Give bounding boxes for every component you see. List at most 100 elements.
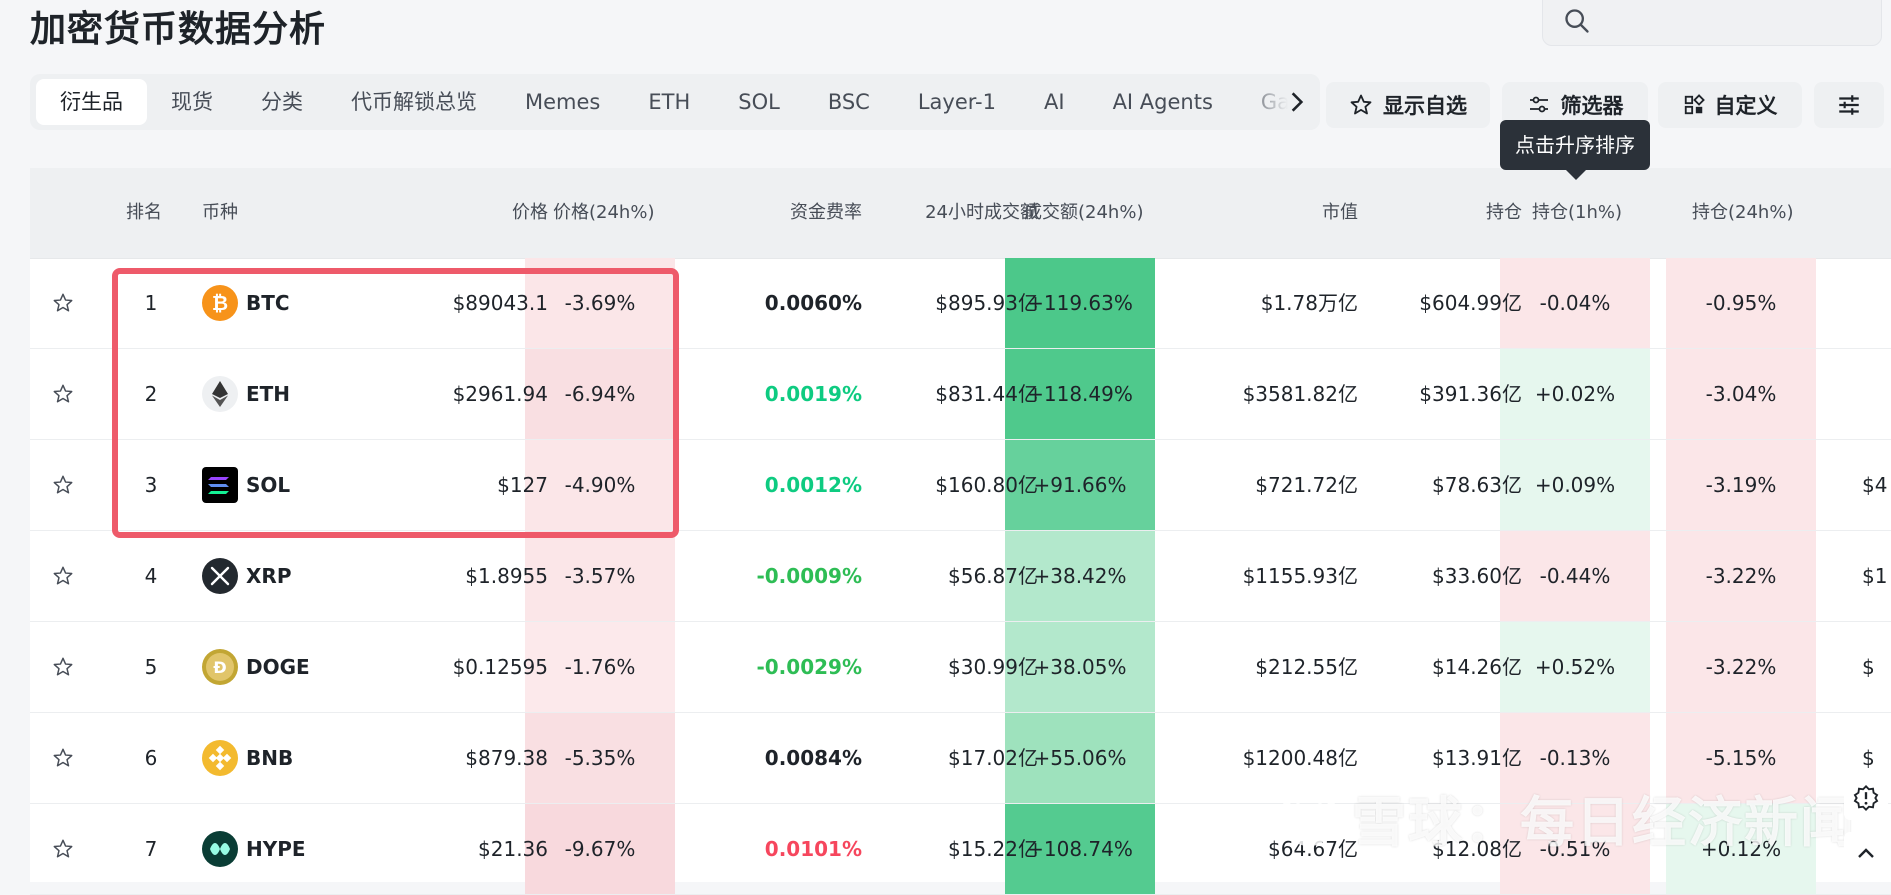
column-coin[interactable]: 币种: [202, 202, 238, 223]
coin-symbol[interactable]: XRP: [246, 564, 292, 588]
price-24h-cell: -5.35%: [564, 746, 636, 770]
table-row[interactable]: 5 Ð DOGE $0.12595 -1.76% -0.0029% $30.99亿 +38.0…: [30, 622, 1891, 713]
star-icon[interactable]: [52, 565, 74, 587]
filter-label: 筛选器: [1560, 94, 1624, 118]
star-icon[interactable]: [52, 747, 74, 769]
oi-1h-cell: -0.13%: [1539, 746, 1611, 770]
tab-2[interactable]: 现货: [171, 90, 213, 114]
price-cell: $879.38: [465, 746, 548, 770]
extra-cell: $: [1862, 655, 1875, 679]
oi-1h-bg: [1500, 440, 1650, 530]
volume-change-bg: [1005, 531, 1155, 621]
table-row[interactable]: 2 ETH $2961.94 -6.94% 0.0019% $831.44亿 +118.49…: [30, 349, 1891, 440]
star-icon: [1350, 94, 1372, 115]
price-24h-bg: [525, 440, 675, 530]
oi-24h-bg: [1666, 713, 1816, 803]
tab-9[interactable]: Layer-1: [917, 90, 996, 114]
star-icon[interactable]: [52, 838, 74, 860]
star-icon[interactable]: [52, 383, 74, 405]
oi-24h-bg: [1666, 622, 1816, 712]
sliders-icon: [1839, 95, 1859, 115]
table-header: 排名 币种 价格 价格(24h%) 资金费率 24小时成交额 成交额(24h%)…: [30, 168, 1891, 259]
price-24h-cell: -1.76%: [564, 655, 636, 679]
search-input[interactable]: [1542, 0, 1882, 46]
volume-cell: $160.80亿: [935, 473, 1038, 497]
column-oi-1h[interactable]: 持仓(1h%): [1532, 202, 1623, 223]
settings-button[interactable]: [1814, 82, 1884, 128]
coin-symbol[interactable]: SOL: [246, 473, 291, 497]
open-interest-cell: $33.60亿: [1432, 564, 1522, 588]
coin-symbol[interactable]: BNB: [246, 746, 294, 770]
oi-1h-bg: [1500, 531, 1650, 621]
price-24h-cell: -3.57%: [564, 564, 636, 588]
watermark-text: 雪球：每日经济新闻: [1352, 790, 1856, 854]
chevron-up-icon: [1858, 848, 1874, 858]
chevron-right-icon[interactable]: [1284, 88, 1310, 116]
oi-24h-bg: [1666, 440, 1816, 530]
price-cell: $2961.94: [452, 382, 548, 406]
column-oi-24h[interactable]: 持仓(24h%): [1692, 202, 1794, 223]
column-volume-change[interactable]: 成交额(24h%): [1024, 202, 1144, 223]
customize-button[interactable]: 自定义: [1658, 82, 1802, 128]
tab-1[interactable]: 衍生品: [36, 79, 147, 125]
category-tabs: 衍生品 现货 分类 代币解锁总览 Memes ETH SOL BSC Layer-1 AI AI A…: [30, 74, 1320, 130]
tab-7[interactable]: SOL: [738, 90, 780, 114]
rank-cell: 7: [144, 837, 158, 861]
tab-5[interactable]: Memes: [525, 90, 601, 114]
table-row[interactable]: 4 XRP $1.8955 -3.57% -0.0009% $56.87亿 +38.42% $…: [30, 531, 1891, 622]
open-interest-cell: $14.26亿: [1432, 655, 1522, 679]
volume-change-cell: +119.63%: [1027, 291, 1133, 315]
oi-24h-bg: [1666, 531, 1816, 621]
oi-24h-cell: -5.15%: [1705, 746, 1777, 770]
star-icon[interactable]: [52, 292, 74, 314]
tab-10[interactable]: AI: [1044, 90, 1065, 114]
oi-1h-cell: +0.52%: [1534, 655, 1616, 679]
column-price[interactable]: 价格: [512, 202, 548, 223]
funding-rate-cell: 0.0101%: [764, 837, 862, 861]
coin-symbol[interactable]: BTC: [246, 291, 290, 315]
tab-4[interactable]: 代币解锁总览: [351, 90, 477, 114]
coin-symbol[interactable]: DOGE: [246, 655, 310, 679]
volume-change-cell: +38.42%: [1033, 564, 1127, 588]
volume-change-bg: [1005, 258, 1155, 348]
volume-cell: $895.93亿: [935, 291, 1038, 315]
column-price-24h[interactable]: 价格(24h%): [553, 202, 655, 223]
market-cap-cell: $1155.93亿: [1242, 564, 1358, 588]
table-row[interactable]: 7 HYPE $21.36 -9.67% 0.0101% $15.22亿 +108.74% $…: [30, 804, 1891, 895]
watchlist-button[interactable]: 显示自选: [1326, 82, 1490, 128]
oi-1h-bg: [1500, 349, 1650, 439]
xrp-coin-icon: [202, 558, 238, 594]
price-24h-cell: -4.90%: [564, 473, 636, 497]
star-icon[interactable]: [52, 474, 74, 496]
table-row[interactable]: 6 BNB $879.38 -5.35% 0.0084% $17.02亿 +55.06% $1…: [30, 713, 1891, 804]
watermark: 雪球：每日经济新闻: [1278, 782, 1856, 854]
oi-24h-bg: [1666, 258, 1816, 348]
funding-rate-cell: 0.0019%: [764, 382, 862, 406]
extra-cell: [1862, 349, 1891, 439]
volume-change-bg: [1005, 713, 1155, 803]
grid-icon: [1684, 94, 1705, 115]
column-market-cap[interactable]: 市值: [1322, 202, 1358, 223]
open-interest-cell: $13.91亿: [1432, 746, 1522, 770]
tab-8[interactable]: BSC: [827, 90, 870, 114]
column-open-interest[interactable]: 持仓: [1486, 202, 1522, 223]
tab-11[interactable]: AI Agents: [1112, 90, 1213, 114]
filter-icon: [1529, 96, 1548, 113]
table-row[interactable]: 3 SOL $127 -4.90% 0.0012% $160.80亿 +91.66% $721…: [30, 440, 1891, 531]
volume-cell: $56.87亿: [948, 564, 1038, 588]
tab-3[interactable]: 分类: [261, 90, 303, 114]
price-24h-cell: -9.67%: [564, 837, 636, 861]
price-24h-bg: [525, 622, 675, 712]
scroll-top-button[interactable]: [1844, 832, 1888, 876]
column-rank[interactable]: 排名: [126, 202, 162, 223]
oi-1h-bg: [1500, 258, 1650, 348]
column-volume-24h[interactable]: 24小时成交额: [925, 202, 1038, 223]
table-row[interactable]: 1 ₿ BTC $89043.1 -3.69% 0.0060% $895.93亿 +119.6…: [30, 258, 1891, 349]
tab-6[interactable]: ETH: [648, 90, 691, 114]
star-icon[interactable]: [52, 656, 74, 678]
alert-button[interactable]: [1844, 776, 1888, 820]
coin-symbol[interactable]: HYPE: [246, 837, 306, 861]
column-funding-rate[interactable]: 资金费率: [790, 202, 862, 223]
coin-symbol[interactable]: ETH: [246, 382, 291, 406]
open-interest-cell: $391.36亿: [1419, 382, 1522, 406]
